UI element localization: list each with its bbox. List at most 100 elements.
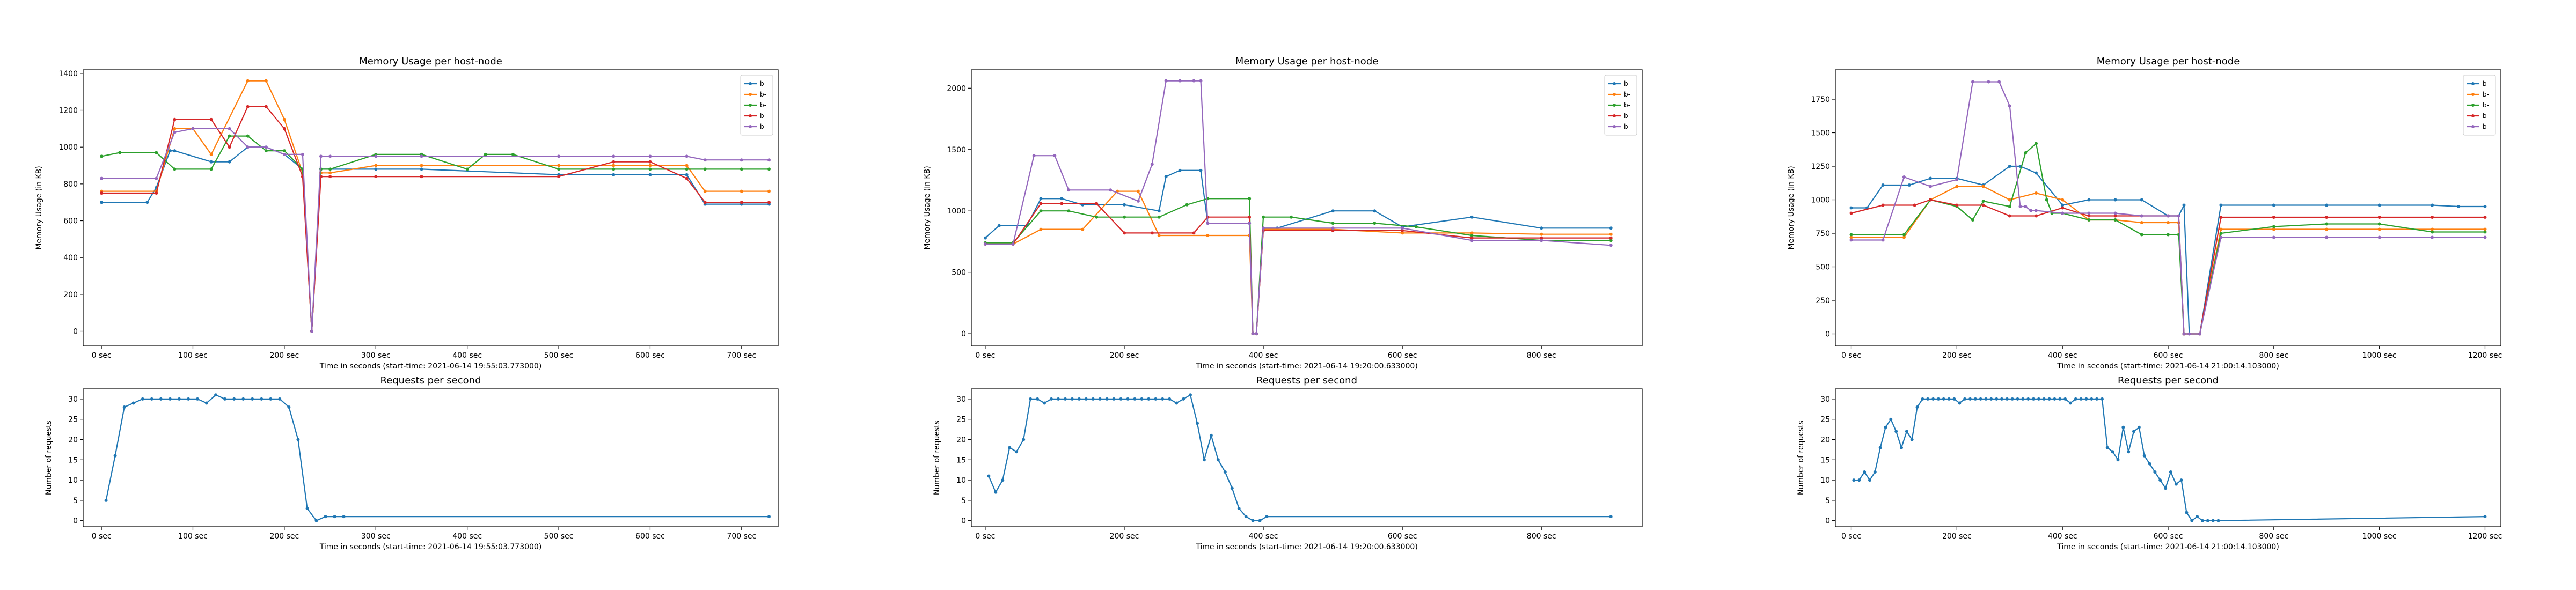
data-point — [1955, 178, 1959, 181]
data-point — [740, 201, 743, 204]
data-point — [223, 397, 227, 401]
data-point — [420, 167, 423, 171]
legend-swatch-marker — [2471, 104, 2475, 107]
data-point — [612, 167, 616, 171]
data-point — [1971, 80, 1974, 84]
data-point — [767, 158, 771, 162]
data-point — [209, 160, 213, 164]
series-line-5 — [985, 80, 1611, 335]
data-point — [2121, 425, 2125, 429]
y-tick-label: 1000 — [58, 143, 78, 152]
y-tick-label: 1500 — [947, 146, 966, 154]
data-point — [150, 397, 153, 401]
data-point — [1289, 215, 1293, 219]
data-point — [260, 397, 264, 401]
data-point — [333, 515, 336, 519]
x-tick-label: 400 sec — [2048, 532, 2077, 541]
data-point — [1540, 226, 1543, 230]
data-point — [1852, 478, 1856, 482]
data-point — [465, 167, 469, 171]
data-point — [420, 154, 423, 158]
data-point — [2074, 397, 2077, 401]
data-point — [2029, 209, 2033, 212]
data-point — [1921, 397, 1924, 401]
data-point — [228, 160, 231, 164]
data-point — [2483, 515, 2487, 519]
y-tick-label: 1000 — [1811, 196, 1830, 205]
data-point — [2167, 233, 2170, 237]
data-point — [1931, 397, 1935, 401]
data-point — [2113, 214, 2117, 218]
data-point — [1202, 458, 1206, 462]
x-axis-label: Time in seconds (start-time: 2021-06-14 … — [1195, 362, 1418, 371]
data-point — [1154, 397, 1158, 401]
data-point — [2127, 450, 2131, 454]
data-point — [1192, 79, 1196, 83]
data-point — [2140, 221, 2143, 224]
data-point — [2377, 222, 2381, 226]
data-point — [1119, 397, 1123, 401]
legend-swatch-marker — [1613, 125, 1616, 128]
data-point — [1123, 231, 1126, 235]
series-line-5 — [1851, 81, 2485, 335]
data-point — [1216, 458, 1220, 462]
x-tick-label: 200 sec — [1942, 532, 1972, 541]
data-point — [1209, 433, 1213, 437]
data-point — [228, 134, 231, 138]
data-point — [2026, 397, 2030, 401]
data-point — [2483, 230, 2487, 234]
y-tick-label: 1250 — [1811, 163, 1830, 171]
data-point — [2201, 519, 2204, 522]
y-tick-label: 0 — [961, 330, 966, 338]
data-point — [168, 397, 172, 401]
y-tick-label: 20 — [1820, 436, 1830, 444]
y-tick-label: 600 — [63, 217, 78, 226]
data-point — [232, 397, 236, 401]
data-point — [2196, 515, 2199, 519]
legend-entry: b- — [760, 91, 766, 98]
x-tick-label: 300 sec — [361, 351, 391, 360]
data-point — [1863, 470, 1867, 474]
data-point — [328, 171, 332, 175]
data-point — [2187, 332, 2191, 336]
data-point — [1157, 215, 1161, 219]
y-tick-label: 250 — [1816, 297, 1830, 305]
series-line-1 — [101, 146, 769, 331]
data-point — [209, 152, 213, 156]
data-point — [191, 127, 195, 130]
data-point — [2431, 235, 2434, 239]
data-point — [1168, 397, 1172, 401]
data-point — [2087, 214, 2091, 218]
data-point — [987, 474, 991, 478]
data-point — [1373, 222, 1377, 225]
data-point — [1929, 176, 1933, 180]
data-point — [1053, 154, 1057, 158]
data-point — [173, 117, 177, 121]
data-point — [2158, 478, 2162, 482]
y-tick-label: 25 — [1820, 416, 1830, 424]
y-axis-label: Number of requests — [1797, 421, 1805, 495]
data-point — [173, 167, 177, 171]
y-axis-label: Memory Usage (in KB) — [923, 166, 932, 249]
y-axis-label: Memory Usage (in KB) — [1787, 166, 1796, 249]
data-point — [2111, 450, 2114, 454]
data-point — [2024, 205, 2028, 208]
data-point — [1902, 233, 1906, 237]
data-point — [1022, 438, 1026, 441]
y-axis-label: Number of requests — [933, 421, 941, 495]
data-point — [282, 117, 286, 121]
data-point — [557, 164, 561, 167]
data-point — [1971, 218, 1974, 222]
data-point — [648, 164, 652, 167]
data-point — [1164, 79, 1168, 83]
data-point — [2216, 519, 2220, 522]
data-point — [1331, 209, 1335, 213]
data-point — [241, 397, 245, 401]
data-point — [2068, 401, 2072, 405]
x-axis-label: Time in seconds (start-time: 2021-06-14 … — [319, 543, 542, 551]
data-point — [2132, 430, 2135, 433]
data-point — [1182, 397, 1185, 401]
chart-title: Memory Usage per host-node — [1235, 56, 1379, 67]
data-point — [1910, 438, 1914, 441]
data-point — [703, 167, 707, 171]
